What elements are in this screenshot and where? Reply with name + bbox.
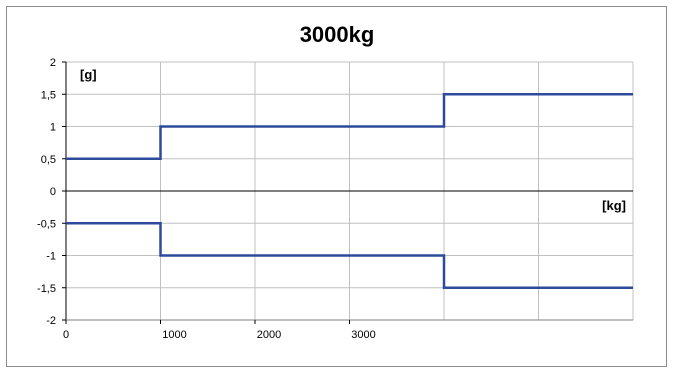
x-tick-label: 0 <box>63 329 69 341</box>
x-tick-label: 3000 <box>351 329 375 341</box>
y-tick-label: 1,5 <box>41 89 56 101</box>
chart-title: 3000kg <box>299 22 375 47</box>
y-tick-label: -2 <box>46 315 56 327</box>
y-tick-label: -1,5 <box>37 283 56 295</box>
tick-labels: 2 1,5 1 0,5 0 -0,5 -1 -1,5 -2 0 1000 2000 3000 <box>37 57 376 341</box>
series-line-2 <box>66 222 633 289</box>
y-tick-label: -0,5 <box>37 218 56 230</box>
y-tick-label: 2 <box>50 57 56 69</box>
axes <box>62 61 633 324</box>
series-line-1 <box>66 93 633 160</box>
y-axis-unit-label: [g] <box>80 67 97 82</box>
x-axis-unit-label: [kg] <box>602 198 626 213</box>
y-tick-label: -1 <box>46 251 56 263</box>
y-tick-label: 0,5 <box>41 154 56 166</box>
series-lines <box>66 93 633 289</box>
chart-frame <box>6 6 667 367</box>
y-tick-label: 0 <box>50 186 56 198</box>
x-tick-label: 1000 <box>162 329 186 341</box>
x-tick-label: 2000 <box>257 329 281 341</box>
y-tick-label: 1 <box>50 122 56 134</box>
